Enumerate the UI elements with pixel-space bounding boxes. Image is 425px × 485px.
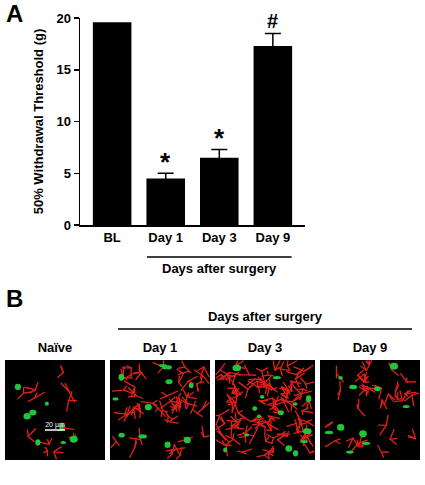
svg-text:Day 9: Day 9: [353, 340, 388, 355]
svg-text:Days after surgery: Days after surgery: [162, 261, 277, 276]
svg-text:10: 10: [56, 114, 70, 129]
html-text:A: A: [6, 0, 24, 27]
svg-text:BL: BL: [103, 230, 120, 245]
svg-text:20 μm: 20 μm: [45, 421, 65, 429]
svg-text:Day 3: Day 3: [248, 340, 283, 355]
svg-text:Days after surgery: Days after surgery: [208, 309, 323, 324]
svg-text:Day 1: Day 1: [148, 230, 183, 245]
svg-text:0: 0: [64, 218, 71, 233]
svg-text:*: *: [214, 123, 225, 153]
svg-text:B: B: [6, 285, 23, 312]
svg-text:Day 1: Day 1: [143, 340, 178, 355]
svg-text:20: 20: [56, 11, 70, 26]
svg-text:50% Withdrawal Threshold (g): 50% Withdrawal Threshold (g): [31, 29, 46, 215]
svg-text:Day 3: Day 3: [202, 230, 237, 245]
svg-text:5: 5: [64, 166, 71, 181]
svg-text:Day 9: Day 9: [256, 230, 291, 245]
svg-text:15: 15: [56, 62, 70, 77]
svg-text:#: #: [267, 10, 278, 32]
svg-text:Naïve: Naïve: [38, 340, 73, 355]
svg-text:*: *: [160, 147, 171, 177]
